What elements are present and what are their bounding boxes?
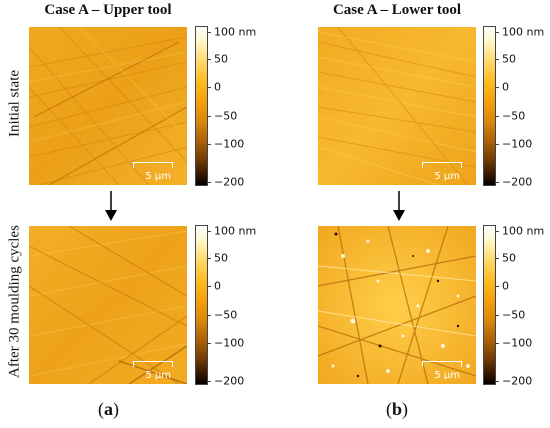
colorbar-tick-label: 100 nm	[502, 25, 545, 39]
scale-bar-label: 5 μm	[434, 171, 460, 182]
colorbar-tick	[495, 32, 499, 33]
colorbar-tick-label: 50	[502, 52, 516, 66]
colorbar-tick	[207, 87, 211, 88]
colorbar-tick	[495, 59, 499, 60]
colorbar-tick-label: 0	[502, 80, 509, 94]
scale-bar	[133, 162, 173, 168]
colorbar-tick	[207, 144, 211, 145]
colorbar-tick	[495, 286, 499, 287]
panel-label-a: (a)	[98, 399, 119, 419]
colorbar-tick-label: 100 nm	[214, 25, 257, 39]
colorbar	[483, 26, 496, 186]
panel-label-b: (b)	[386, 399, 409, 419]
colorbar	[483, 225, 496, 385]
colorbar-tick	[207, 381, 211, 382]
colorbar-tick-label: −200	[214, 374, 245, 388]
colorbar-tick	[495, 87, 499, 88]
colorbar-tick	[495, 144, 499, 145]
scale-bar-label: 5 μm	[434, 370, 460, 381]
colorbar-tick	[207, 231, 211, 232]
colorbar-tick-label: −200	[214, 175, 245, 189]
colorbar-tick-label: 50	[214, 52, 228, 66]
scale-bar-label: 5 μm	[145, 370, 171, 381]
colorbar-tick	[207, 182, 211, 183]
colorbar-tick	[495, 182, 499, 183]
colorbar-tick-label: −50	[214, 308, 238, 322]
arrow-down-icon	[105, 191, 117, 221]
colorbar-tick	[207, 32, 211, 33]
colorbar-tick	[207, 258, 211, 259]
colorbar-tick-label: −200	[502, 175, 533, 189]
colorbar-tick-label: −100	[214, 336, 245, 350]
afm-image-upper-tool-initial: 5 μm	[29, 27, 187, 185]
scale-bar	[422, 162, 462, 168]
colorbar-tick-label: −200	[502, 374, 533, 388]
colorbar-tick	[207, 315, 211, 316]
colorbar-tick	[495, 343, 499, 344]
colorbar-tick-label: −50	[502, 308, 526, 322]
colorbar-tick	[495, 381, 499, 382]
afm-image-lower-tool-initial: 5 μm	[318, 27, 476, 185]
colorbar-tick-label: 100 nm	[502, 224, 545, 238]
colorbar-tick	[495, 116, 499, 117]
colorbar	[195, 26, 208, 186]
colorbar-tick	[207, 343, 211, 344]
colorbar-tick-label: −100	[502, 336, 533, 350]
column-title-upper-tool: Case A – Upper tool	[44, 2, 172, 18]
row-label-after-30-cycles: After 30 moulding cycles	[6, 225, 23, 378]
colorbar-tick-label: 50	[502, 251, 516, 265]
colorbar-tick-label: 100 nm	[214, 224, 257, 238]
afm-image-lower-tool-after: 5 μm	[318, 226, 476, 384]
afm-image-upper-tool-after: 5 μm	[29, 226, 187, 384]
arrow-down-icon	[393, 191, 405, 221]
colorbar-tick-label: 0	[214, 80, 221, 94]
colorbar-tick-label: −100	[214, 137, 245, 151]
colorbar-tick-label: −100	[502, 137, 533, 151]
colorbar-tick	[207, 116, 211, 117]
colorbar-tick	[495, 315, 499, 316]
colorbar-tick-label: −50	[502, 109, 526, 123]
colorbar-tick	[207, 59, 211, 60]
colorbar	[195, 225, 208, 385]
colorbar-tick	[495, 258, 499, 259]
colorbar-tick-label: 50	[214, 251, 228, 265]
scale-bar	[422, 361, 462, 367]
colorbar-tick	[207, 286, 211, 287]
row-label-initial-state: Initial state	[6, 69, 23, 138]
colorbar-tick-label: 0	[502, 279, 509, 293]
scale-bar-label: 5 μm	[145, 171, 171, 182]
scale-bar	[133, 361, 173, 367]
colorbar-tick-label: 0	[214, 279, 221, 293]
colorbar-tick	[495, 231, 499, 232]
colorbar-tick-label: −50	[214, 109, 238, 123]
column-title-lower-tool: Case A – Lower tool	[332, 2, 462, 18]
